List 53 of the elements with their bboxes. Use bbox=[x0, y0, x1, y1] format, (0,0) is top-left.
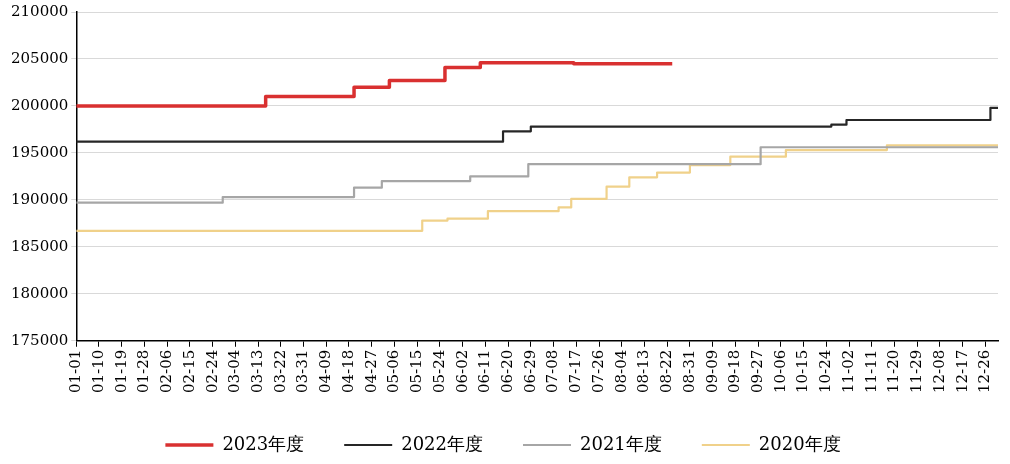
x-tick-label: 06-11 bbox=[475, 349, 494, 394]
y-tick-label: 190000 bbox=[11, 189, 69, 208]
x-tick-label: 12-26 bbox=[975, 349, 994, 394]
y-tick-label: 195000 bbox=[11, 142, 69, 161]
legend-label: 2021年度 bbox=[580, 432, 662, 454]
x-tick-label: 01-19 bbox=[111, 349, 130, 394]
x-tick-label: 10-06 bbox=[770, 349, 789, 394]
x-tick-label: 08-31 bbox=[679, 349, 698, 394]
x-tick-label: 04-27 bbox=[361, 349, 380, 394]
x-tick-label: 07-17 bbox=[566, 349, 585, 394]
y-tick-label: 200000 bbox=[11, 95, 69, 114]
x-tick-label: 10-15 bbox=[793, 349, 812, 394]
x-tick-label: 08-13 bbox=[634, 349, 653, 394]
x-tick-label: 09-18 bbox=[725, 349, 744, 394]
x-tick-label: 04-09 bbox=[316, 349, 335, 394]
x-tick-label: 07-08 bbox=[543, 349, 562, 394]
y-tick-label: 185000 bbox=[11, 236, 69, 255]
y-tick-label: 180000 bbox=[11, 283, 69, 302]
x-tick-label: 04-18 bbox=[338, 349, 357, 394]
x-tick-label: 02-06 bbox=[157, 349, 176, 394]
x-tick-label: 11-20 bbox=[884, 349, 903, 394]
legend-label: 2020年度 bbox=[758, 432, 841, 454]
legend-label: 2023年度 bbox=[222, 432, 305, 454]
x-tick-label: 03-13 bbox=[247, 349, 266, 394]
x-tick-label: 10-24 bbox=[816, 349, 835, 394]
x-tick-label: 06-29 bbox=[520, 349, 539, 394]
x-tick-label: 05-24 bbox=[429, 349, 448, 394]
x-tick-label: 03-31 bbox=[293, 349, 312, 394]
x-tick-label: 03-04 bbox=[225, 349, 244, 394]
x-tick-label: 09-27 bbox=[747, 349, 766, 394]
x-tick-label: 08-04 bbox=[611, 349, 630, 394]
y-tick-label: 175000 bbox=[11, 330, 69, 349]
y-tick-label: 210000 bbox=[11, 1, 69, 20]
x-tick-label: 03-22 bbox=[270, 349, 289, 394]
x-tick-label: 09-09 bbox=[702, 349, 721, 394]
x-tick-label: 02-24 bbox=[202, 349, 221, 394]
y-tick-label: 205000 bbox=[11, 48, 69, 67]
x-tick-label: 12-08 bbox=[929, 349, 948, 394]
x-tick-label: 12-17 bbox=[952, 349, 971, 394]
x-tick-label: 01-10 bbox=[88, 349, 107, 394]
x-tick-label: 06-02 bbox=[452, 349, 471, 394]
x-tick-label: 07-26 bbox=[588, 349, 607, 394]
x-tick-label: 02-15 bbox=[179, 349, 198, 394]
x-tick-label: 08-22 bbox=[657, 349, 676, 394]
x-tick-label: 05-15 bbox=[407, 349, 426, 394]
x-tick-label: 01-28 bbox=[134, 349, 153, 394]
x-tick-label: 11-02 bbox=[838, 349, 857, 394]
x-tick-label: 11-29 bbox=[907, 349, 926, 394]
legend-label: 2022年度 bbox=[401, 432, 483, 454]
x-tick-label: 01-01 bbox=[66, 349, 85, 394]
x-tick-label: 05-06 bbox=[384, 349, 403, 394]
x-tick-label: 06-20 bbox=[497, 349, 516, 394]
x-tick-label: 11-11 bbox=[861, 349, 880, 394]
